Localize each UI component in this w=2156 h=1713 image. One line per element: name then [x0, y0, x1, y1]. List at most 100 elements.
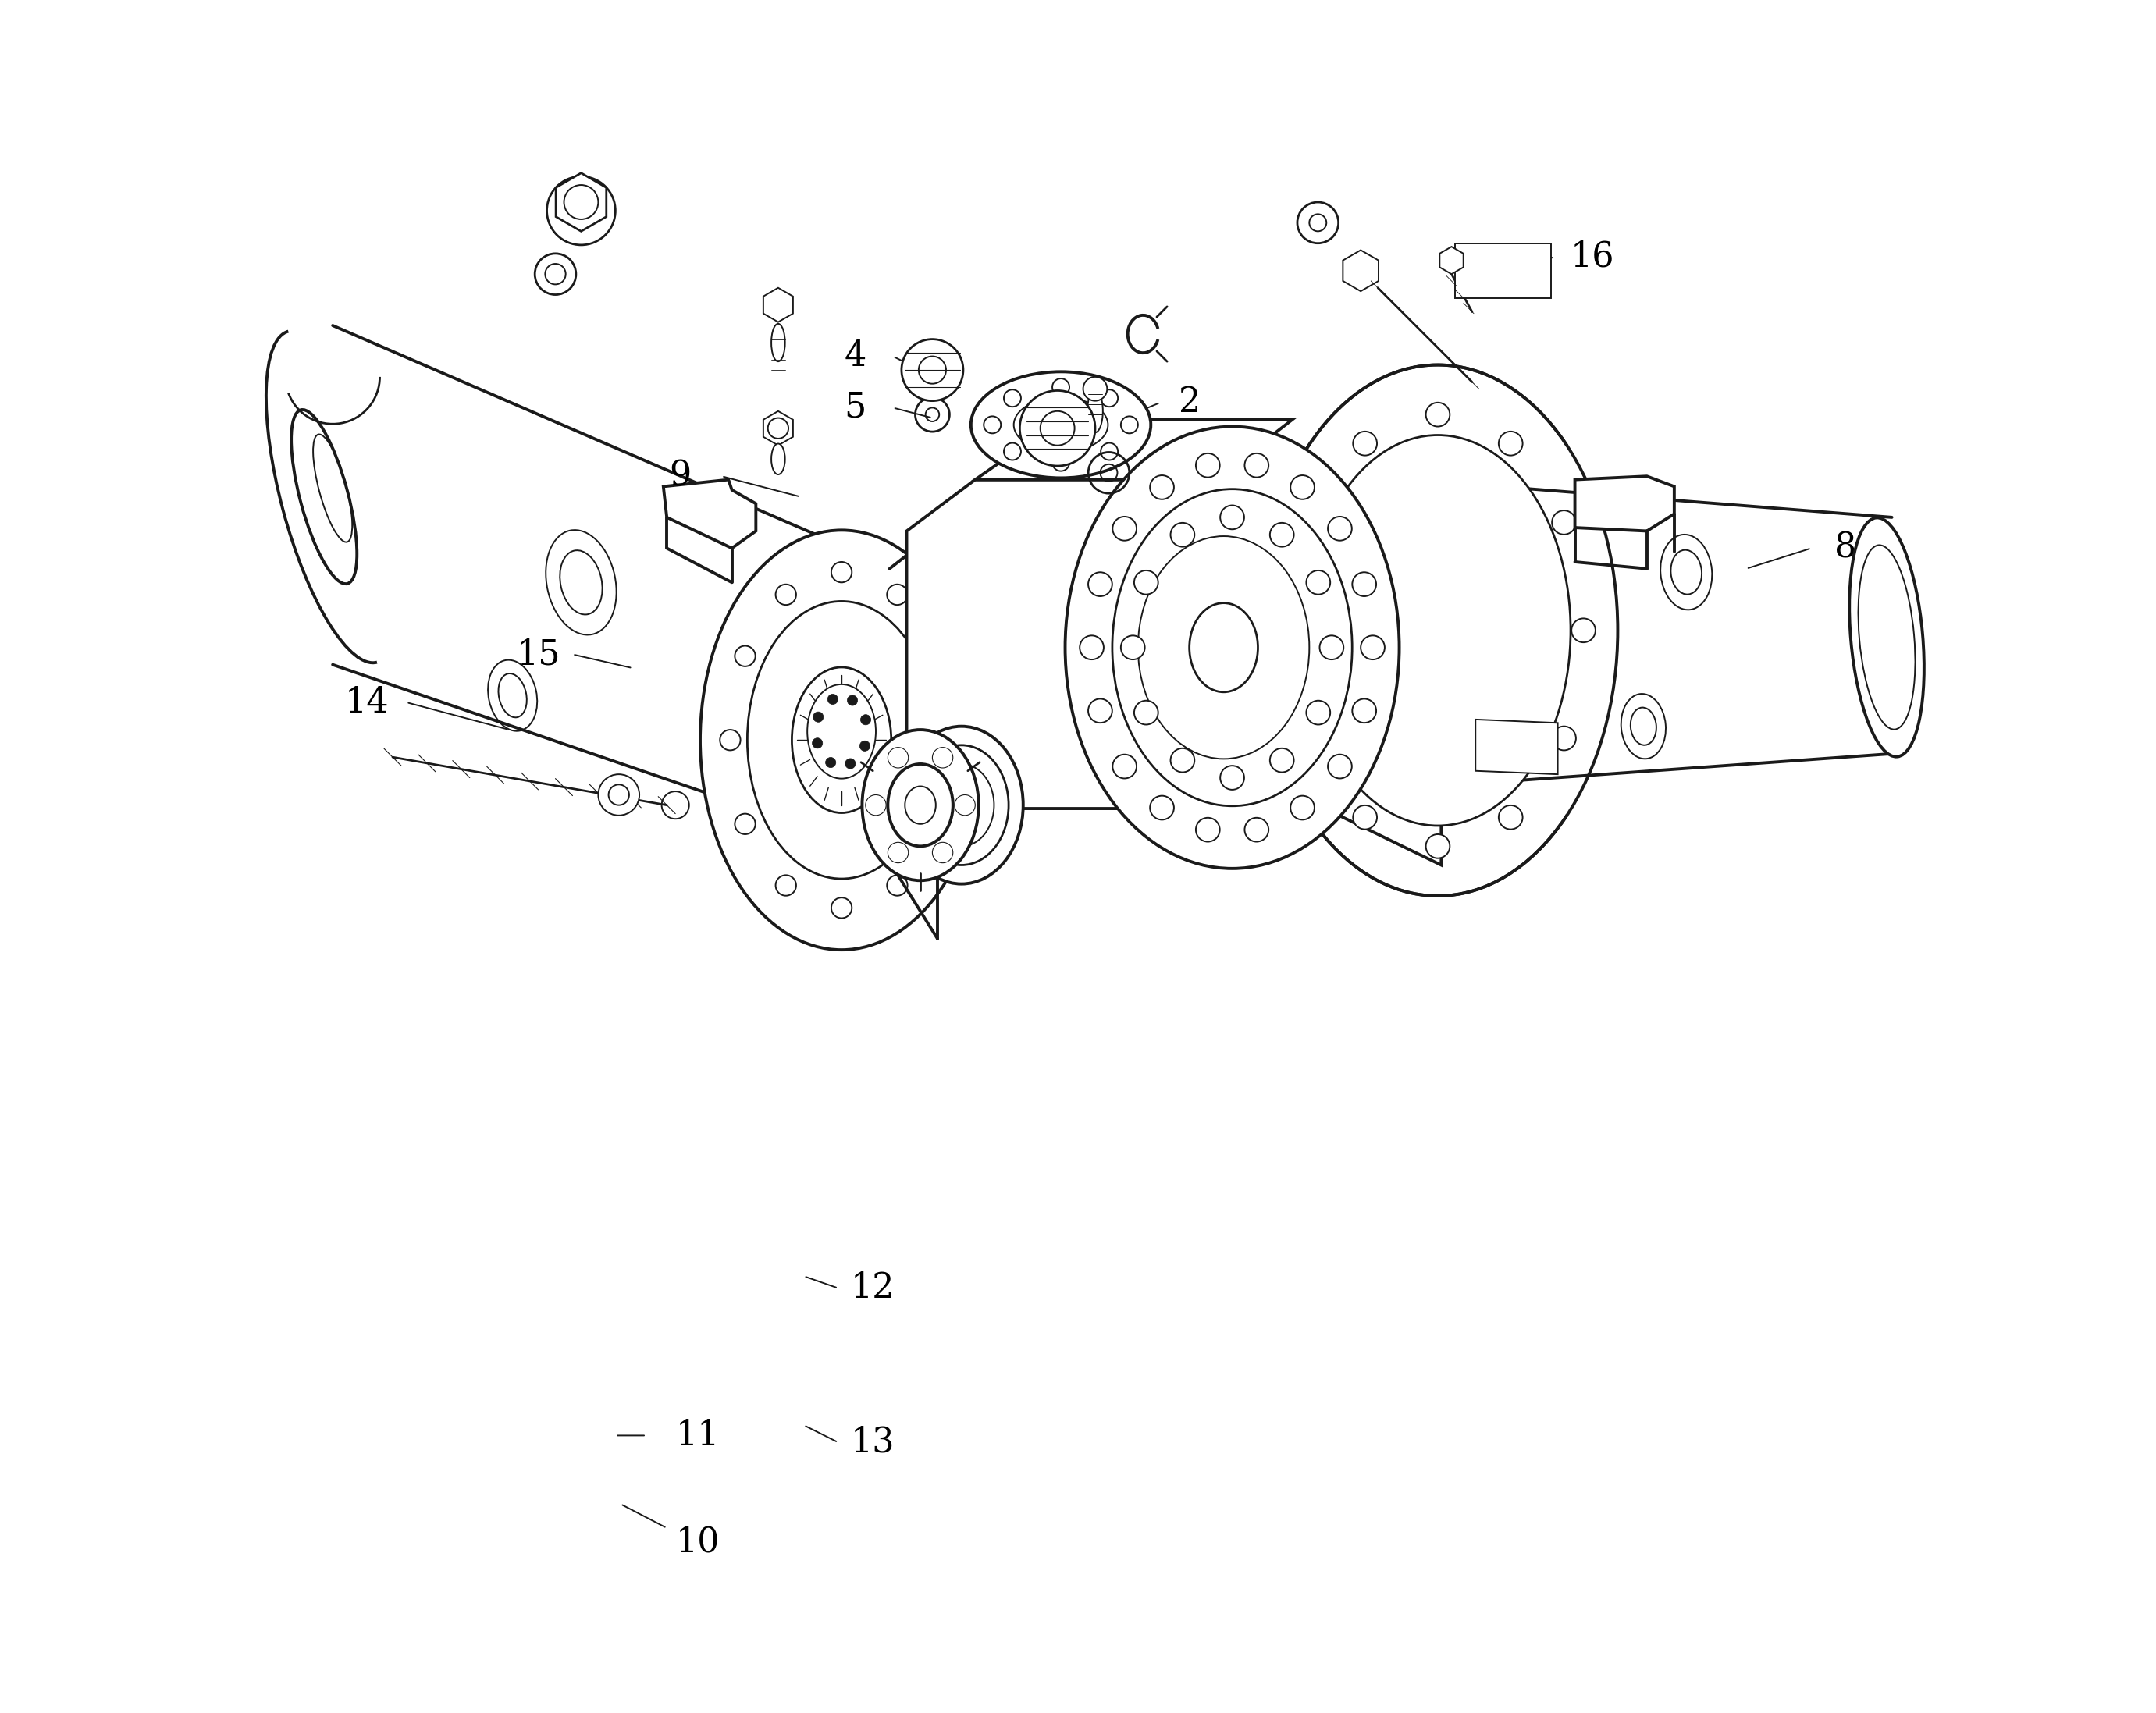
Text: 16: 16 — [1570, 240, 1615, 274]
Text: 8: 8 — [1835, 531, 1856, 565]
Ellipse shape — [1138, 536, 1309, 759]
Circle shape — [826, 757, 837, 767]
Polygon shape — [556, 173, 606, 231]
Circle shape — [931, 747, 953, 767]
Ellipse shape — [899, 726, 1024, 884]
Text: 6: 6 — [1220, 634, 1244, 668]
Ellipse shape — [1171, 749, 1194, 773]
Circle shape — [1112, 517, 1136, 541]
Ellipse shape — [806, 685, 875, 778]
Ellipse shape — [1270, 522, 1294, 546]
Ellipse shape — [1065, 427, 1399, 868]
Text: 11: 11 — [675, 1418, 720, 1453]
Polygon shape — [664, 480, 757, 548]
Circle shape — [1572, 618, 1595, 642]
Circle shape — [1244, 817, 1268, 841]
Circle shape — [1300, 510, 1324, 534]
Circle shape — [1425, 834, 1449, 858]
Circle shape — [1498, 805, 1522, 829]
Circle shape — [1197, 817, 1220, 841]
Ellipse shape — [291, 409, 358, 584]
Text: 9: 9 — [671, 459, 692, 493]
Ellipse shape — [1134, 570, 1158, 594]
Circle shape — [813, 713, 824, 723]
Ellipse shape — [1171, 522, 1194, 546]
Circle shape — [1360, 636, 1384, 660]
Ellipse shape — [1307, 701, 1330, 725]
Circle shape — [860, 714, 871, 725]
Circle shape — [1149, 475, 1175, 498]
Ellipse shape — [791, 668, 890, 812]
Text: 12: 12 — [849, 1271, 895, 1305]
Text: 10: 10 — [675, 1525, 720, 1559]
Ellipse shape — [929, 764, 994, 846]
Ellipse shape — [862, 730, 979, 880]
Circle shape — [1112, 754, 1136, 778]
Polygon shape — [763, 288, 793, 322]
Text: 7: 7 — [1246, 757, 1268, 791]
Ellipse shape — [1112, 490, 1352, 805]
Text: 5: 5 — [845, 391, 867, 425]
Ellipse shape — [1307, 570, 1330, 594]
Ellipse shape — [1087, 389, 1104, 432]
Text: 13: 13 — [849, 1425, 895, 1459]
Circle shape — [888, 747, 908, 767]
Circle shape — [1244, 454, 1268, 478]
Circle shape — [1020, 391, 1095, 466]
Circle shape — [1291, 475, 1315, 498]
Circle shape — [1552, 726, 1576, 750]
Ellipse shape — [1850, 517, 1923, 757]
Ellipse shape — [1858, 545, 1915, 730]
Circle shape — [847, 695, 858, 706]
Ellipse shape — [1220, 766, 1244, 790]
Ellipse shape — [772, 444, 785, 475]
Text: 15: 15 — [515, 637, 561, 671]
Ellipse shape — [914, 745, 1009, 865]
Polygon shape — [1317, 757, 1440, 865]
Circle shape — [1300, 726, 1324, 750]
Ellipse shape — [1134, 701, 1158, 725]
Circle shape — [1328, 754, 1352, 778]
Text: 14: 14 — [345, 685, 388, 719]
Circle shape — [1552, 510, 1576, 534]
Ellipse shape — [888, 764, 953, 846]
Circle shape — [1281, 618, 1304, 642]
Circle shape — [1089, 699, 1112, 723]
Polygon shape — [1216, 480, 1283, 809]
Circle shape — [888, 843, 908, 863]
Ellipse shape — [1190, 603, 1257, 692]
Polygon shape — [763, 411, 793, 445]
Circle shape — [901, 339, 964, 401]
Ellipse shape — [1121, 636, 1145, 660]
Ellipse shape — [701, 531, 983, 949]
Text: 17: 17 — [1501, 271, 1546, 305]
Circle shape — [1080, 636, 1104, 660]
Ellipse shape — [1304, 435, 1570, 826]
Ellipse shape — [748, 601, 936, 879]
Text: 3: 3 — [1190, 449, 1212, 483]
Ellipse shape — [772, 324, 785, 361]
Circle shape — [845, 759, 856, 769]
FancyBboxPatch shape — [1455, 243, 1550, 298]
Circle shape — [1082, 377, 1108, 401]
Polygon shape — [1475, 719, 1559, 774]
Circle shape — [1354, 432, 1378, 456]
Circle shape — [813, 738, 824, 749]
Circle shape — [1197, 454, 1220, 478]
Text: 1: 1 — [1270, 630, 1291, 665]
Circle shape — [931, 843, 953, 863]
Polygon shape — [1440, 247, 1464, 274]
Circle shape — [1149, 797, 1175, 821]
Polygon shape — [908, 480, 1283, 809]
Circle shape — [828, 694, 839, 704]
Circle shape — [1089, 572, 1112, 596]
Ellipse shape — [1319, 636, 1343, 660]
Circle shape — [597, 774, 640, 815]
Ellipse shape — [970, 372, 1151, 478]
Circle shape — [1291, 797, 1315, 821]
Ellipse shape — [1013, 397, 1108, 452]
Ellipse shape — [1257, 365, 1617, 896]
Circle shape — [1352, 572, 1376, 596]
Circle shape — [860, 740, 871, 750]
Circle shape — [1498, 432, 1522, 456]
